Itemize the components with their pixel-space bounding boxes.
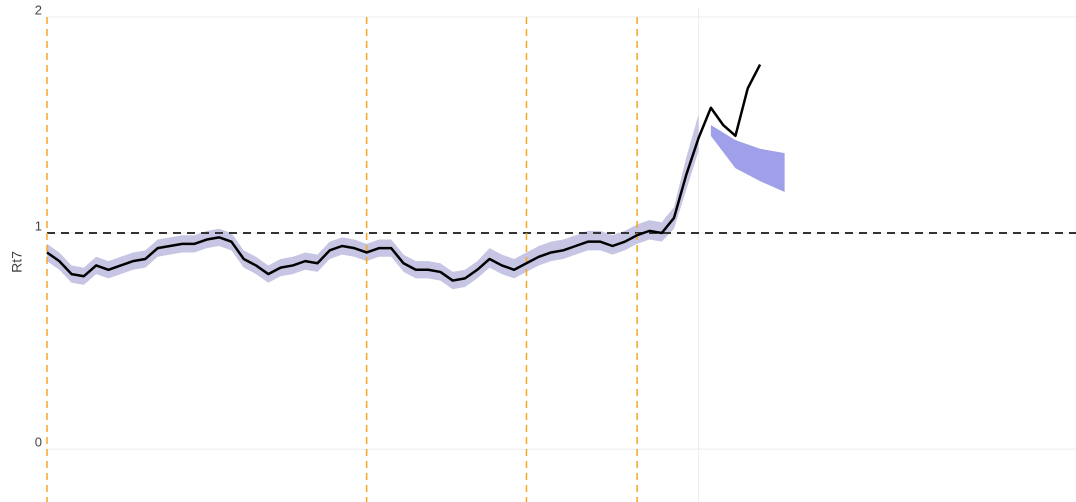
y-axis-label: Rt7: [9, 251, 25, 273]
confidence-band: [47, 114, 699, 290]
y-tick-label: 0: [35, 435, 42, 450]
forecast-band: [710, 125, 785, 192]
y-tick-label: 2: [35, 2, 42, 17]
rt-line: [46, 63, 762, 282]
y-tick-label: 1: [35, 218, 42, 233]
